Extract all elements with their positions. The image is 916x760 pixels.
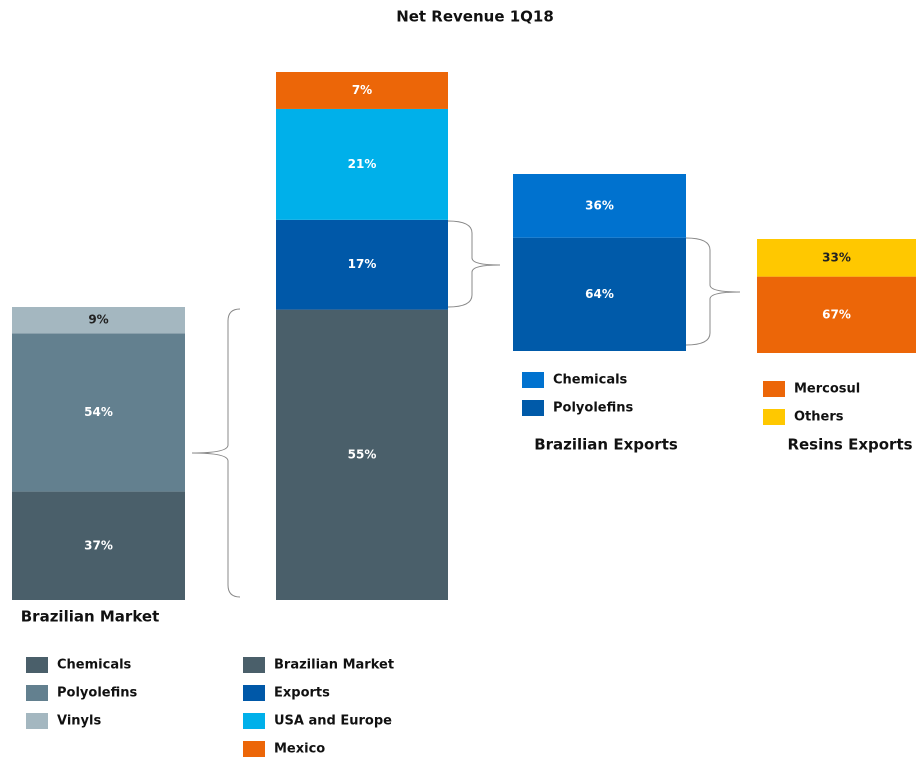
- legend-label: Vinyls: [57, 714, 101, 729]
- legend-label: Mercosul: [794, 382, 860, 397]
- legend-swatch: [522, 372, 544, 388]
- legend-swatch: [26, 685, 48, 701]
- chart-title: Net Revenue 1Q18: [396, 8, 554, 26]
- legend-label: Chemicals: [57, 658, 132, 673]
- data-label: 21%: [348, 157, 377, 171]
- legend-swatch: [243, 713, 265, 729]
- chart-title: Brazilian Market: [21, 608, 160, 626]
- legend-label: Polyolefins: [57, 686, 137, 701]
- bar-segment: [12, 333, 185, 492]
- bar-segment: [757, 239, 916, 277]
- bar-segment: [276, 309, 448, 600]
- bar-segment: [276, 219, 448, 310]
- legend-swatch: [243, 685, 265, 701]
- legend-swatch: [763, 409, 785, 425]
- data-label: 67%: [822, 307, 851, 321]
- bar-segment: [513, 237, 686, 351]
- legend-label: Chemicals: [553, 373, 628, 388]
- legend-label: Mexico: [274, 742, 325, 757]
- data-label: 33%: [822, 250, 851, 264]
- legend-swatch: [26, 657, 48, 673]
- chart-title: Brazilian Exports: [534, 436, 678, 454]
- data-label: 37%: [84, 538, 113, 552]
- legend-swatch: [763, 381, 785, 397]
- data-label: 64%: [585, 287, 614, 301]
- legend-label: Polyolefins: [553, 401, 633, 416]
- data-label: 9%: [88, 313, 108, 327]
- data-label: 36%: [585, 198, 614, 212]
- bar-segment: [276, 108, 448, 220]
- brace: [191, 308, 241, 598]
- legend-label: USA and Europe: [274, 714, 392, 729]
- bar-segment: [513, 174, 686, 238]
- brace: [447, 220, 501, 308]
- legend-label: Exports: [274, 686, 330, 701]
- legend-swatch: [243, 741, 265, 757]
- legend-swatch: [522, 400, 544, 416]
- legend-label: Brazilian Market: [274, 658, 394, 673]
- data-label: 55%: [348, 447, 377, 461]
- data-label: 17%: [348, 257, 377, 271]
- data-label: 54%: [84, 405, 113, 419]
- data-label: 7%: [352, 83, 372, 97]
- legend-swatch: [26, 713, 48, 729]
- bar-segment: [12, 491, 185, 600]
- legend-swatch: [243, 657, 265, 673]
- bar-segment: [757, 276, 916, 353]
- chart-title: Resins Exports: [787, 436, 912, 454]
- brace: [685, 237, 741, 346]
- bar-segment: [12, 307, 185, 334]
- bar-segment: [276, 72, 448, 109]
- legend-label: Others: [794, 410, 844, 425]
